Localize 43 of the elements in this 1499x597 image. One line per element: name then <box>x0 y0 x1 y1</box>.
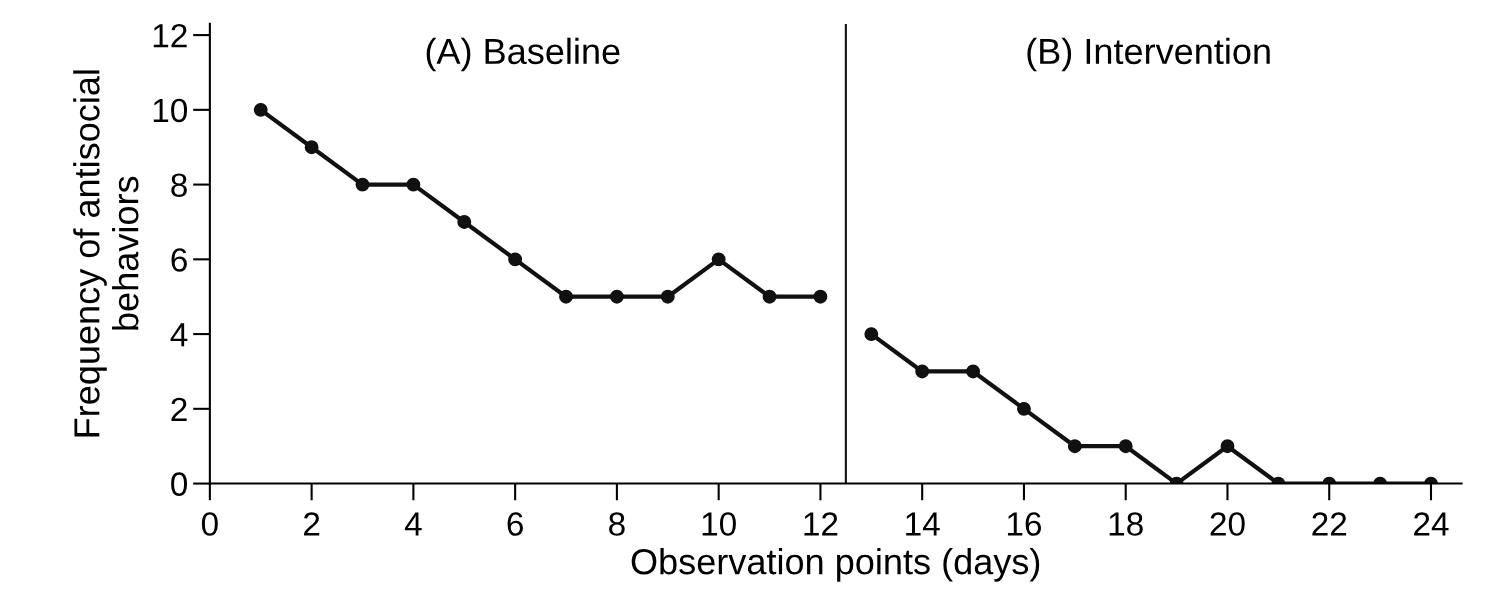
point <box>711 252 726 267</box>
point <box>457 215 472 229</box>
y-tick-label: 6 <box>171 248 187 272</box>
x-tick-label: 24 <box>1414 512 1449 536</box>
x-tick-label: 8 <box>609 512 625 536</box>
x-tick-label: 2 <box>304 512 320 536</box>
y-axis-title: Frequency of antisocial behaviors <box>73 70 139 437</box>
y-tick-label: 4 <box>170 323 188 347</box>
point <box>966 364 981 379</box>
point <box>660 289 675 304</box>
x-tick-label: 12 <box>804 512 838 536</box>
point <box>915 364 930 379</box>
point <box>355 177 370 192</box>
point <box>1017 401 1031 416</box>
point <box>762 289 777 304</box>
y-tick-label: 12 <box>153 23 187 48</box>
point <box>1118 439 1133 454</box>
point <box>1067 439 1082 454</box>
point <box>609 289 624 304</box>
x-tick-label: 14 <box>906 512 940 536</box>
x-axis-title: Observation points (days) <box>631 547 1040 582</box>
point <box>253 102 268 117</box>
y-tick-label: 2 <box>171 397 187 421</box>
annotation: (A) Baseline <box>426 37 620 72</box>
point <box>813 289 828 304</box>
y-tick-label: 8 <box>171 173 187 197</box>
point <box>864 327 879 342</box>
x-tick-label: 22 <box>1312 512 1347 536</box>
point <box>304 140 319 155</box>
y-tick-label: 0 <box>171 472 188 496</box>
annotation: (B) Intervention <box>1027 37 1270 72</box>
x-tick-label: 20 <box>1210 512 1245 536</box>
x-tick-label: 16 <box>1007 512 1042 536</box>
point <box>1220 439 1235 454</box>
point <box>559 289 573 304</box>
x-tick-label: 18 <box>1109 512 1143 536</box>
x-tick-label: 6 <box>507 512 523 536</box>
x-tick-label: 10 <box>702 512 736 536</box>
y-tick-label: 10 <box>153 98 188 123</box>
x-tick-label: 4 <box>404 512 422 536</box>
point <box>508 252 523 267</box>
point <box>406 177 421 192</box>
x-tick-label: 0 <box>201 512 218 536</box>
